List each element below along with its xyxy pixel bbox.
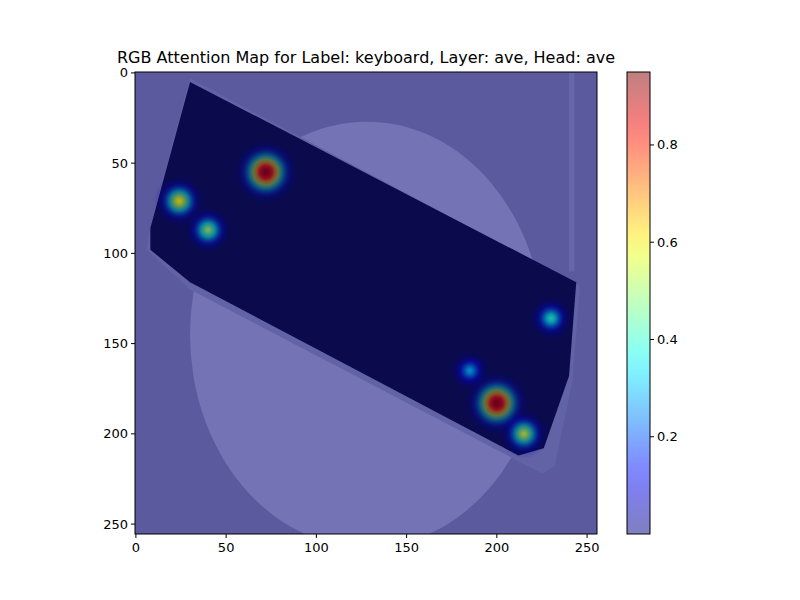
y-tick: [131, 433, 135, 434]
x-tick-label: 200: [484, 540, 509, 555]
x-tick-label: 250: [575, 540, 600, 555]
colorbar-tick: [650, 436, 654, 437]
y-tick: [131, 253, 135, 254]
y-tick: [131, 163, 135, 164]
y-tick: [131, 343, 135, 344]
x-tick: [406, 534, 407, 538]
axes-frame: [135, 72, 597, 534]
colorbar-tick-label: 0.4: [657, 332, 678, 347]
hotspot: [499, 409, 549, 459]
chart-svg: 0 50 100 150 200 250 0 50 100 150 200 250 RGB Attent…: [0, 0, 800, 600]
x-tick-label: 0: [132, 540, 140, 555]
y-tick-label: 50: [111, 156, 128, 171]
y-tick: [131, 72, 135, 73]
colorbar-tick: [650, 339, 654, 340]
attention-base: [135, 72, 597, 534]
x-tick-label: 50: [218, 540, 235, 555]
y-tick-label: 0: [120, 65, 128, 80]
colorbar-bg: [627, 72, 650, 534]
colorbar-tick: [650, 242, 654, 243]
colorbar-tick-label: 0.6: [657, 235, 678, 250]
hotspot: [184, 206, 232, 254]
colorbar-frame: [627, 72, 650, 534]
attention-layer: [153, 140, 573, 459]
x-tick: [226, 534, 227, 538]
x-tick-label: 100: [304, 540, 329, 555]
hotspot: [234, 140, 299, 205]
y-tick-label: 200: [103, 426, 128, 441]
y-tick-label: 150: [103, 336, 128, 351]
hotspot: [450, 351, 490, 391]
photo-bg: [135, 72, 597, 534]
photo: [135, 72, 597, 534]
x-tick: [587, 534, 588, 538]
hotspot: [529, 296, 573, 340]
y-tick-label: 250: [103, 517, 128, 532]
x-tick: [316, 534, 317, 538]
colorbar-tick-label: 0.2: [657, 429, 678, 444]
colorbar-tick: [650, 144, 654, 145]
x-tick-label: 150: [394, 540, 419, 555]
colorbar: [627, 72, 650, 534]
x-tick: [135, 534, 136, 538]
colorbar-tick-label: 0.8: [657, 137, 678, 152]
x-tick: [496, 534, 497, 538]
y-tick: [131, 524, 135, 525]
y-tick-label: 100: [103, 246, 128, 261]
chart-root: 0 50 100 150 200 250 0 50 100 150 200 250 RGB Attent…: [0, 0, 800, 600]
title: RGB Attention Map for Label: keyboard, L…: [117, 48, 615, 67]
